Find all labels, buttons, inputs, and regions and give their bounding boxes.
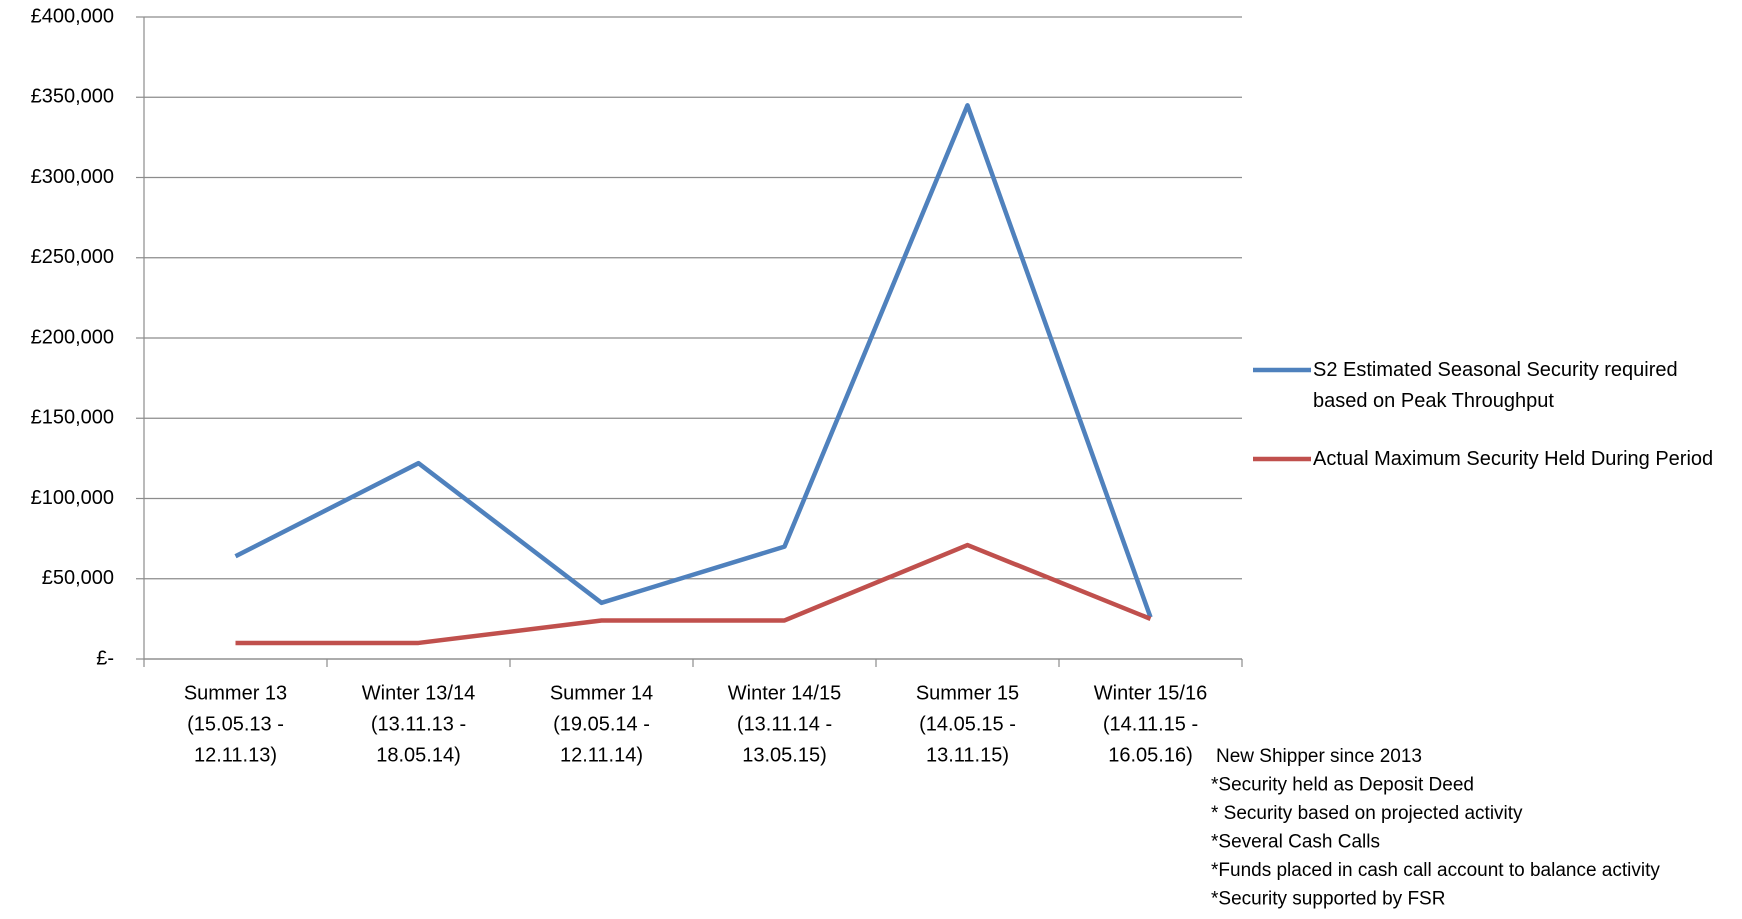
x-tick-label: (13.11.13 - xyxy=(371,713,466,735)
x-tick-label: 13.11.15) xyxy=(926,744,1009,766)
x-tick-label: Summer 15 xyxy=(916,682,1019,704)
annotation: *Security held as Deposit Deed xyxy=(1211,775,1474,796)
x-tick-label: 13.05.15) xyxy=(742,744,827,766)
y-tick-label: £200,000 xyxy=(31,326,114,348)
y-tick-label: £50,000 xyxy=(42,567,114,589)
x-tick-label: 16.05.16) xyxy=(1108,744,1193,766)
x-tick-label: (14.11.15 - xyxy=(1103,713,1198,735)
legend-label: Actual Maximum Security Held During Peri… xyxy=(1313,448,1714,470)
annotation: *Several Cash Calls xyxy=(1211,832,1380,853)
y-tick-label: £- xyxy=(96,647,114,669)
x-tick-label: Winter 13/14 xyxy=(362,682,475,704)
y-tick-label: £350,000 xyxy=(31,86,114,108)
series-line xyxy=(234,103,1153,619)
x-tick-label: (14.05.15 - xyxy=(919,713,1016,735)
y-tick-label: £300,000 xyxy=(31,166,114,188)
y-tick-label: £100,000 xyxy=(31,487,114,509)
x-tick-label: (13.11.14 - xyxy=(737,713,832,735)
annotation: New Shipper since 2013 xyxy=(1216,746,1422,767)
legend-label: S2 Estimated Seasonal Security required … xyxy=(1313,359,1678,412)
annotation: *Funds placed in cash call account to ba… xyxy=(1211,860,1660,881)
x-tick-label: Winter 14/15 xyxy=(728,682,841,704)
x-tick-label: (15.05.13 - xyxy=(187,713,284,735)
y-tick-label: £150,000 xyxy=(31,407,114,429)
series-line xyxy=(235,542,1152,646)
x-tick-label: Winter 15/16 xyxy=(1094,682,1207,704)
x-tick-label: 18.05.14) xyxy=(376,744,461,766)
annotation: * Security based on projected activity xyxy=(1211,803,1523,824)
x-tick-label: 12.11.13) xyxy=(194,744,277,766)
x-tick-label: Summer 14 xyxy=(550,682,653,704)
x-tick-label: Summer 13 xyxy=(184,682,287,704)
y-tick-label: £400,000 xyxy=(31,5,114,27)
x-tick-label: (19.05.14 - xyxy=(553,713,650,735)
y-tick-label: £250,000 xyxy=(31,246,114,268)
x-tick-label: 12.11.14) xyxy=(560,744,643,766)
annotation: *Security supported by FSR xyxy=(1211,889,1445,910)
